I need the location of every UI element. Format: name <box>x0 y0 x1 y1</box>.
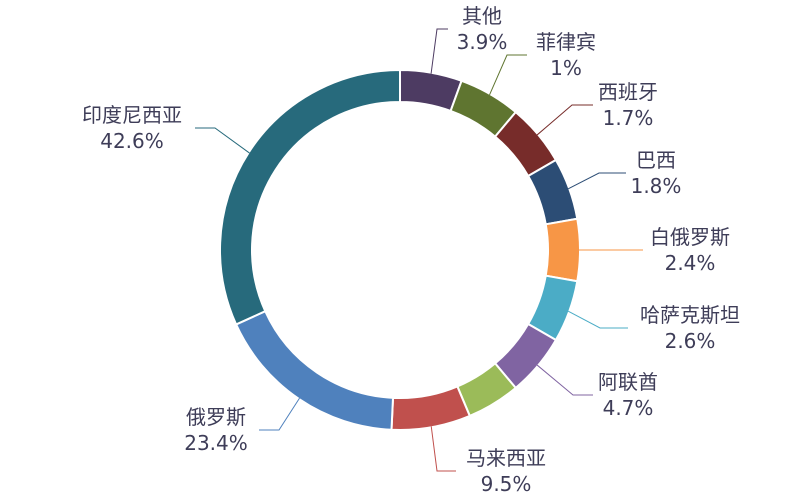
donut-slice <box>219 69 401 326</box>
slice-name-label: 西班牙 <box>598 80 658 104</box>
slice-name-label: 马来西亚 <box>466 446 546 470</box>
label-leader-line <box>430 28 448 74</box>
label-leader-line <box>259 397 300 431</box>
label-leader-line <box>430 426 456 472</box>
slice-value-label: 1.8% <box>631 174 682 198</box>
donut-slice <box>390 385 471 431</box>
slice-value-label: 2.6% <box>665 329 716 353</box>
slice-value-label: 23.4% <box>184 431 248 455</box>
slice-value-label: 3.9% <box>457 30 508 54</box>
slice-value-label: 42.6% <box>100 129 164 153</box>
slice-name-label: 印度尼西亚 <box>82 103 182 127</box>
slice-name-label: 阿联酋 <box>598 370 658 394</box>
slice-value-label: 1% <box>550 56 582 80</box>
slice-value-label: 2.4% <box>665 251 716 275</box>
slice-value-label: 1.7% <box>603 106 654 130</box>
slice-name-label: 哈萨克斯坦 <box>640 303 740 327</box>
label-leader-line <box>567 310 628 329</box>
slice-value-label: 4.7% <box>603 396 654 420</box>
label-leader-line <box>567 172 626 190</box>
slice-name-label: 其他 <box>462 4 502 28</box>
label-leader-lines <box>195 28 643 472</box>
label-leader-line <box>195 127 250 154</box>
donut-slice <box>235 310 395 431</box>
slice-value-label: 9.5% <box>481 472 532 496</box>
slice-name-label: 菲律宾 <box>536 30 596 54</box>
slice-name-label: 俄罗斯 <box>186 405 246 429</box>
donut-slice <box>544 217 581 283</box>
label-leader-line <box>536 364 593 396</box>
slice-name-label: 白俄罗斯 <box>650 225 730 249</box>
slice-name-label: 巴西 <box>636 148 676 172</box>
label-leader-line <box>536 104 593 136</box>
donut-ring <box>219 69 581 431</box>
label-leader-line <box>489 54 527 96</box>
